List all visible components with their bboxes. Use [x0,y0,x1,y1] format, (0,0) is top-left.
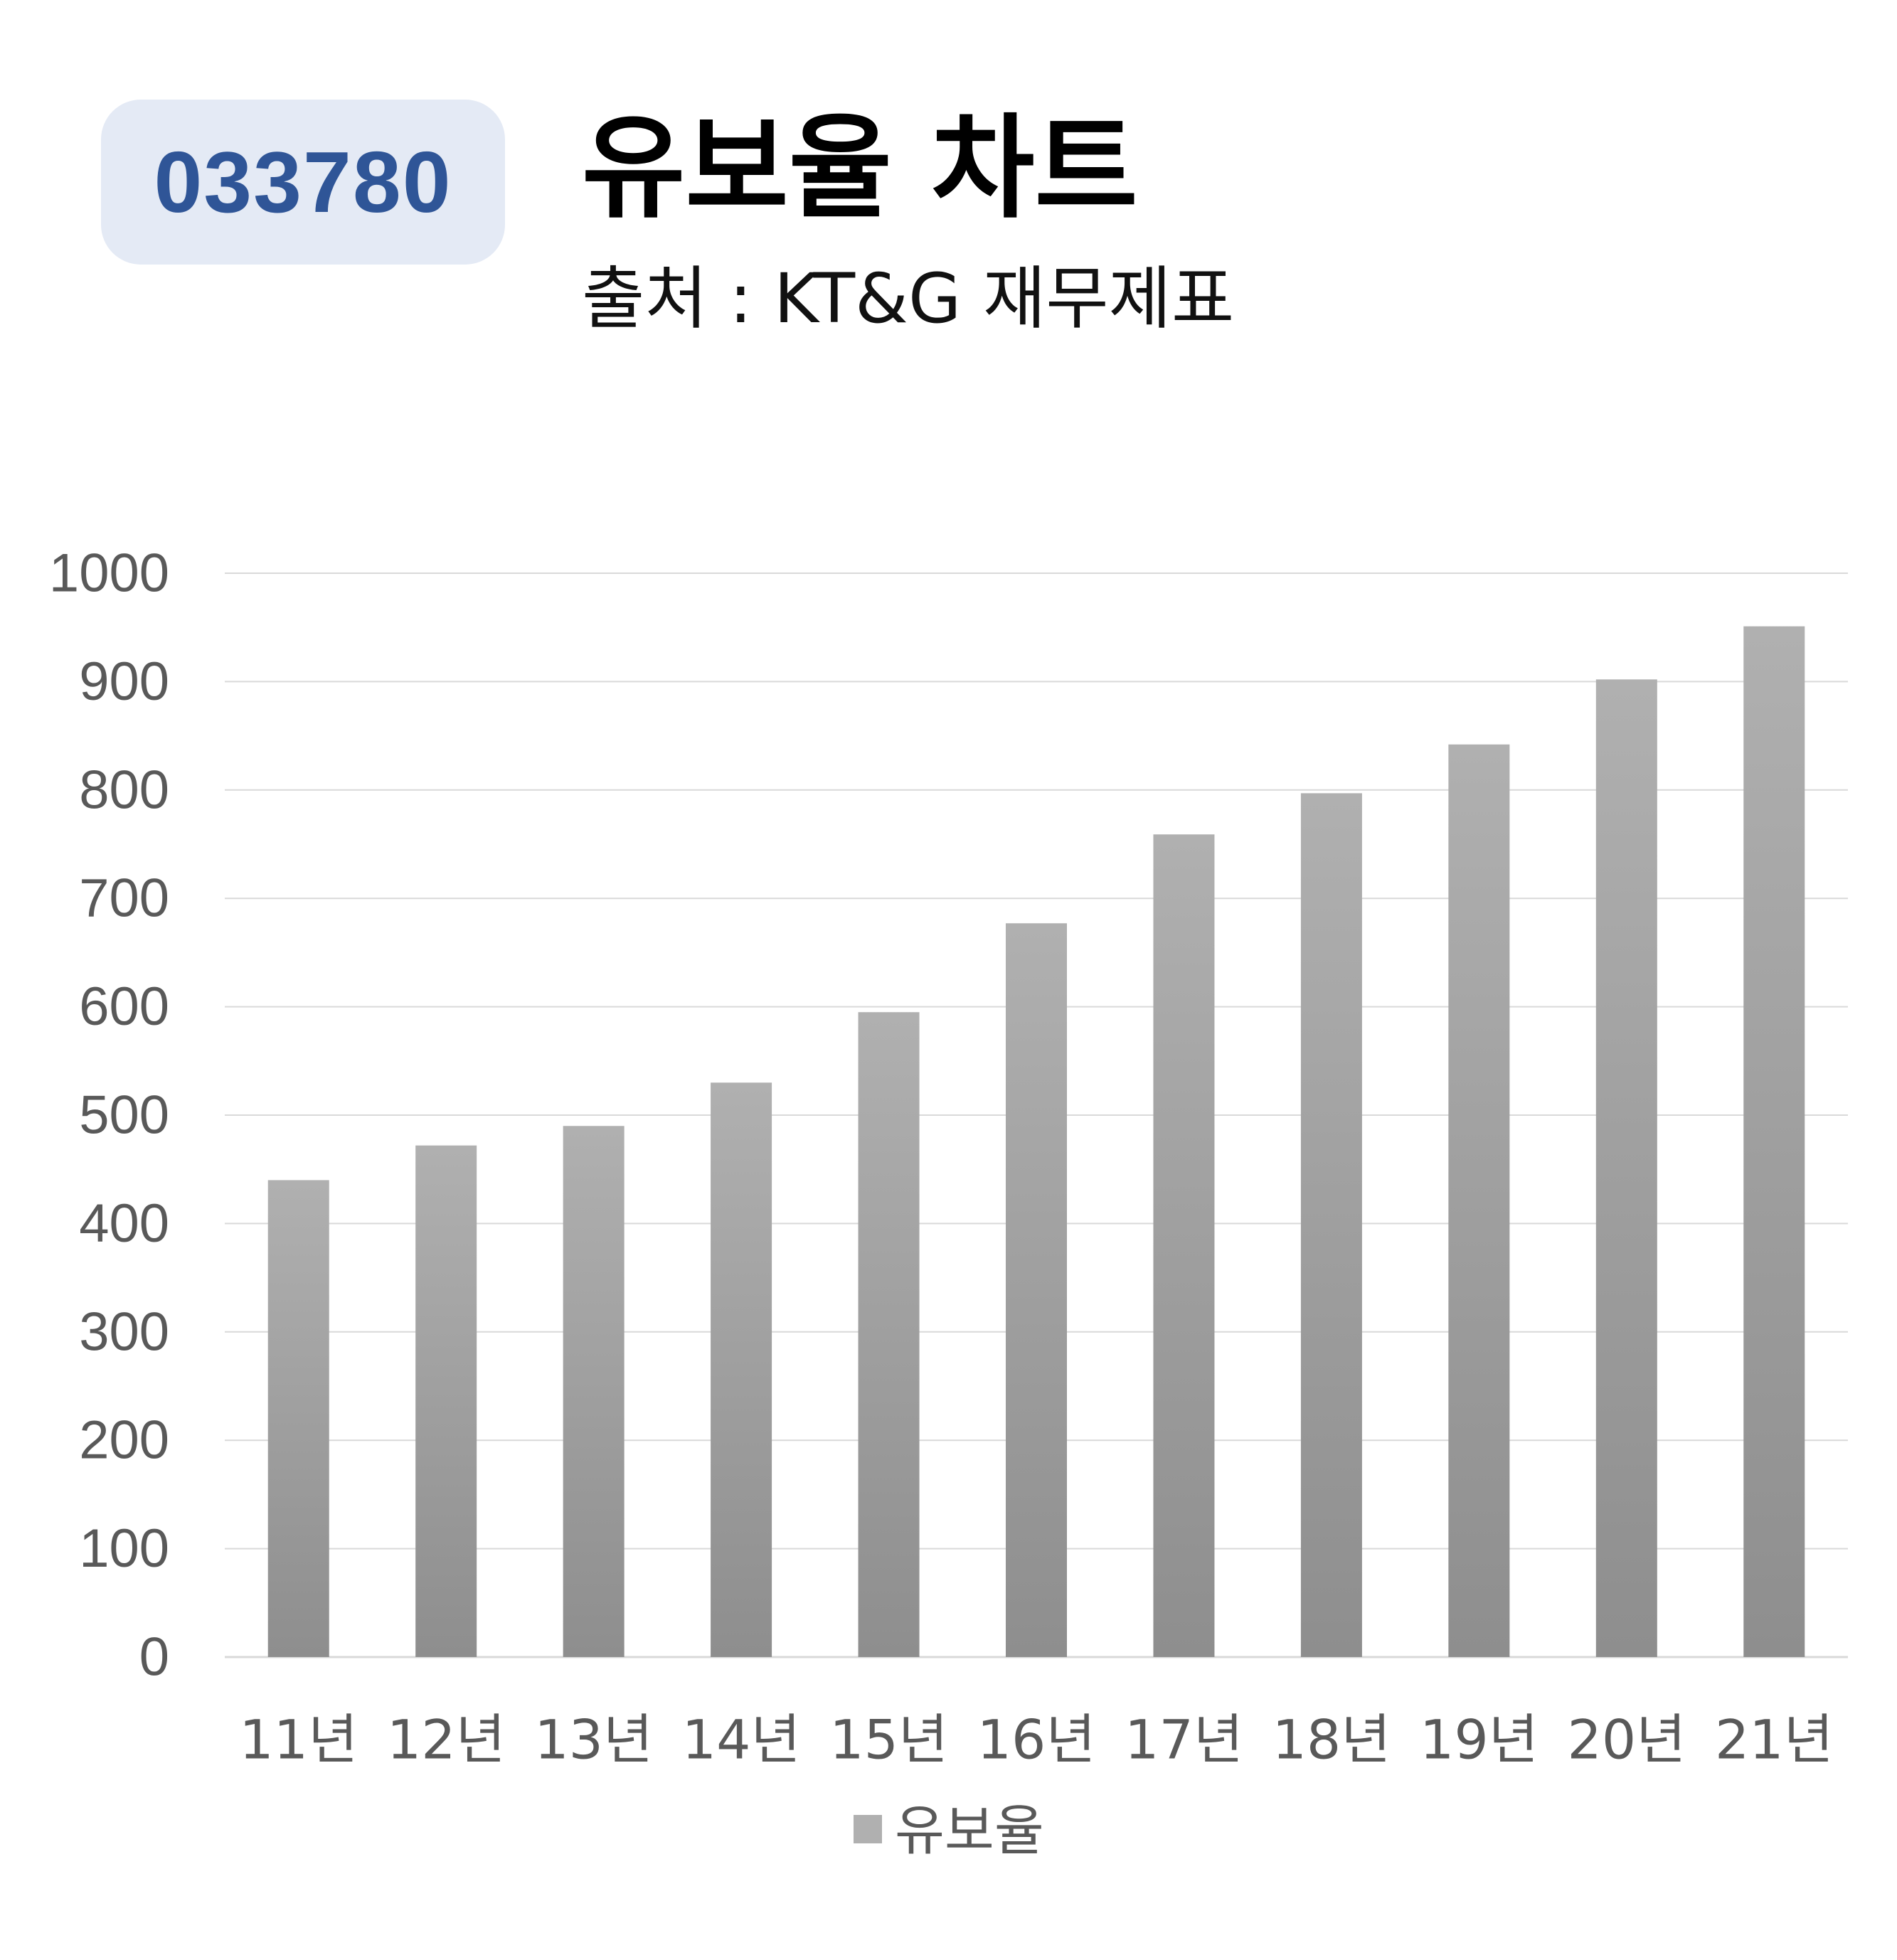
y-tick-label: 1000 [49,543,169,604]
bar [1300,793,1362,1657]
y-tick-label: 400 [79,1193,169,1254]
y-tick-label: 700 [79,868,169,929]
y-tick-label: 300 [79,1301,169,1362]
x-tick-label: 18년 [1272,1708,1391,1772]
bar [1743,626,1805,1657]
x-tick-label: 19년 [1420,1708,1539,1772]
y-tick-label: 200 [79,1410,169,1471]
x-tick-label: 20년 [1567,1708,1686,1772]
x-tick-label: 14년 [682,1708,801,1772]
x-tick-label: 11년 [239,1708,358,1772]
legend-swatch [854,1815,882,1843]
chart-title: 유보율 차트 [582,103,1138,234]
chart-source: 출처 : KT&G 재무제표 [582,259,1235,339]
bar [1448,744,1510,1657]
x-tick-label: 21년 [1715,1708,1834,1772]
x-axis-ticks: 11년 12년 13년 14년 15년 16년 17년 18년 19년 20년 21년 [239,1708,1833,1772]
y-axis-ticks: 0 100 200 300 400 500 600 700 800 900 1000 [49,543,169,1688]
bar [1595,679,1657,1657]
bar [858,1012,920,1657]
y-tick-label: 800 [79,760,169,820]
bar [1153,834,1215,1657]
legend: 유보율 [854,1799,1044,1863]
x-tick-label: 13년 [534,1708,653,1772]
bar [267,1180,329,1657]
x-tick-label: 15년 [829,1708,948,1772]
bar [1006,923,1067,1657]
x-tick-label: 16년 [977,1708,1096,1772]
y-tick-label: 500 [79,1085,169,1146]
stock-code-badge: 033780 [101,100,505,265]
legend-label: 유보율 [895,1799,1044,1863]
bar [711,1082,772,1657]
y-tick-label: 900 [79,651,169,712]
y-tick-label: 0 [139,1627,169,1688]
y-tick-label: 600 [79,976,169,1037]
bars [267,626,1805,1657]
y-tick-label: 100 [79,1518,169,1579]
bar [415,1145,477,1657]
x-tick-label: 17년 [1125,1708,1243,1772]
x-tick-label: 12년 [387,1708,506,1772]
bar [563,1126,625,1657]
stock-code: 033780 [154,134,452,230]
